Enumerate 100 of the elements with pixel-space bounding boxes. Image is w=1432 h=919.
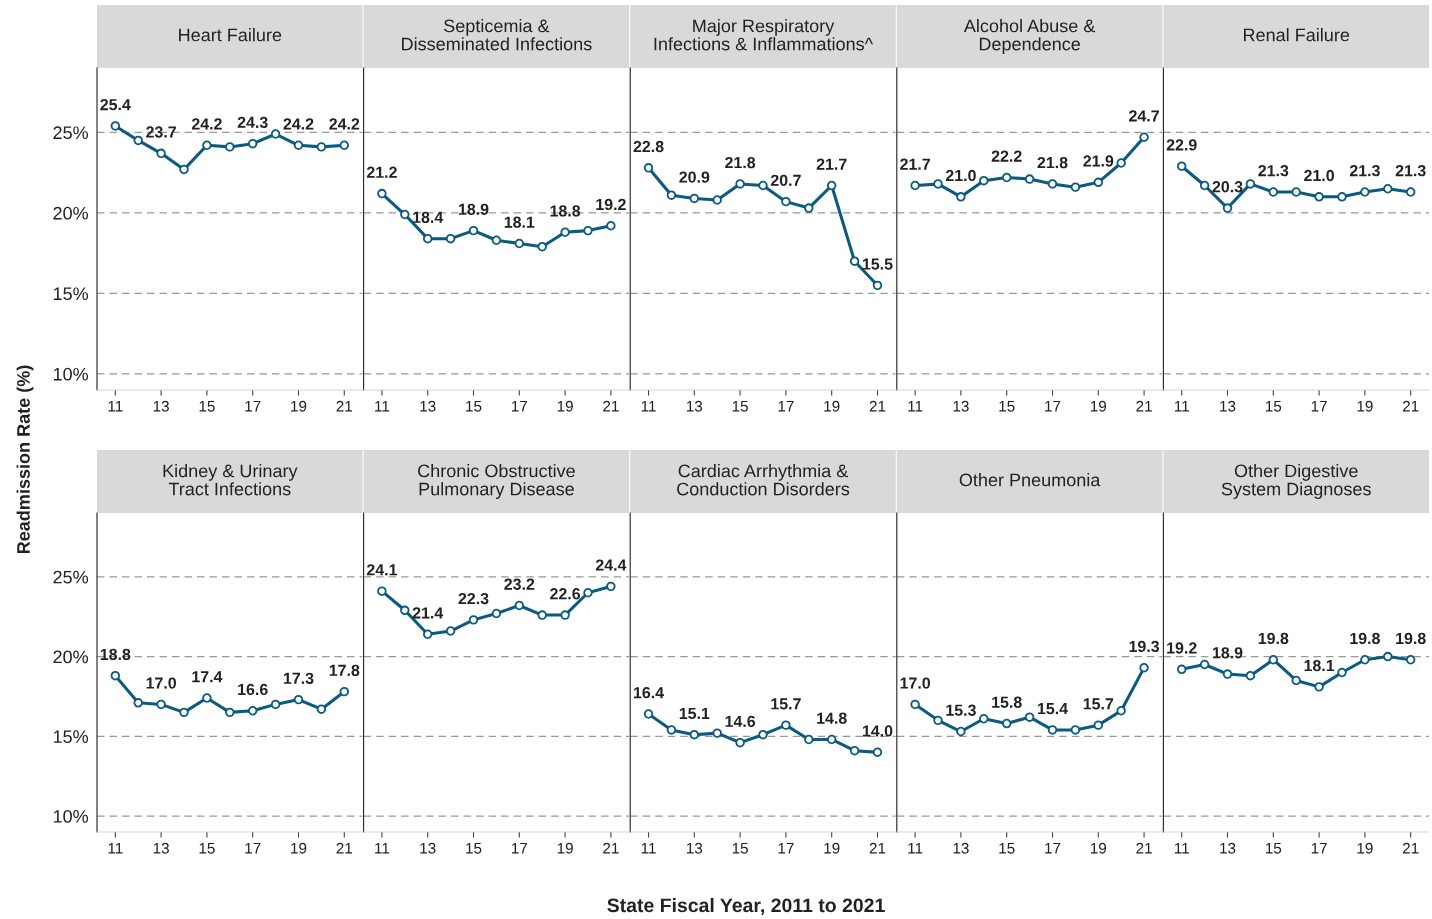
point bbox=[758, 180, 768, 191]
point bbox=[316, 142, 327, 152]
point bbox=[156, 699, 166, 710]
point bbox=[643, 709, 654, 719]
point bbox=[422, 629, 433, 639]
data-label: 14.6 bbox=[725, 715, 756, 728]
point bbox=[491, 235, 502, 245]
point bbox=[1199, 659, 1210, 670]
data-label: 15.1 bbox=[679, 707, 710, 720]
x-tick-label: 11 bbox=[108, 400, 123, 412]
x-axis-title: State Fiscal Year, 2011 to 2021 bbox=[607, 897, 885, 916]
point bbox=[560, 610, 570, 620]
x-tick-label: 21 bbox=[336, 842, 353, 854]
x-tick-label: 21 bbox=[1402, 842, 1419, 854]
point bbox=[1314, 682, 1324, 692]
chart-title: Septicemia & Disseminated Infections bbox=[402, 19, 592, 51]
data-label: 23.7 bbox=[146, 126, 176, 138]
x-tick-label: 13 bbox=[420, 400, 436, 412]
point bbox=[202, 140, 212, 151]
point bbox=[872, 747, 883, 757]
x-tick-label: 21 bbox=[603, 400, 619, 412]
x-tick-label: 11 bbox=[375, 842, 390, 854]
data-label: 21.4 bbox=[412, 607, 444, 619]
point bbox=[270, 699, 281, 710]
point bbox=[1093, 177, 1104, 188]
x-tick-label: 17 bbox=[1311, 400, 1327, 412]
data-label: 24.2 bbox=[283, 118, 314, 130]
point bbox=[293, 694, 304, 705]
point bbox=[1116, 158, 1126, 168]
point bbox=[1001, 172, 1012, 183]
point bbox=[1047, 179, 1058, 189]
point bbox=[156, 148, 166, 159]
point bbox=[537, 241, 547, 252]
point bbox=[445, 233, 456, 244]
point bbox=[666, 190, 677, 200]
x-tick-label: 15 bbox=[1265, 842, 1282, 854]
point bbox=[225, 142, 235, 152]
point bbox=[910, 699, 920, 710]
data-label: 18.8 bbox=[100, 648, 131, 661]
x-tick-label: 21 bbox=[1136, 400, 1152, 412]
point bbox=[445, 626, 456, 636]
point bbox=[979, 714, 989, 724]
x-tick-label: 21 bbox=[336, 400, 353, 412]
x-tick-label: 19 bbox=[824, 842, 840, 854]
data-label: 14.8 bbox=[817, 712, 847, 724]
point bbox=[643, 163, 654, 173]
point bbox=[1245, 179, 1256, 189]
point bbox=[1383, 184, 1393, 194]
x-tick-label: 15 bbox=[199, 842, 215, 854]
point bbox=[1222, 203, 1233, 213]
data-label: 17.0 bbox=[146, 677, 176, 689]
point bbox=[1360, 187, 1370, 197]
x-tick-label: 11 bbox=[1174, 400, 1189, 412]
data-label: 24.4 bbox=[595, 559, 627, 571]
point bbox=[339, 140, 350, 151]
point bbox=[606, 581, 616, 592]
point bbox=[583, 225, 593, 236]
point bbox=[666, 725, 677, 735]
data-label: 24.7 bbox=[1129, 110, 1159, 122]
point bbox=[1291, 187, 1301, 197]
data-label: 17.8 bbox=[329, 664, 360, 676]
data-label: 22.8 bbox=[633, 140, 664, 153]
point bbox=[1176, 161, 1187, 171]
x-tick-label: 15 bbox=[732, 842, 748, 854]
data-label: 17.0 bbox=[900, 677, 931, 689]
x-tick-label: 21 bbox=[869, 842, 886, 854]
point bbox=[1070, 182, 1081, 192]
x-tick-label: 15 bbox=[1265, 400, 1282, 412]
data-label: 14.0 bbox=[862, 725, 893, 737]
x-tick-label: 21 bbox=[869, 400, 886, 412]
data-label: 18.8 bbox=[550, 205, 581, 217]
point bbox=[316, 704, 327, 714]
x-tick-label: 15 bbox=[999, 842, 1015, 854]
chart-title: Cardiac Arrhythmia & Conduction Disorders bbox=[677, 464, 850, 496]
point bbox=[1176, 664, 1187, 675]
point bbox=[247, 138, 258, 149]
x-tick-label: 11 bbox=[375, 400, 390, 412]
point bbox=[1360, 655, 1370, 665]
x-tick-label: 11 bbox=[908, 842, 923, 854]
x-tick-label: 19 bbox=[291, 400, 307, 412]
x-tick-label: 17 bbox=[1045, 400, 1061, 412]
data-label: 19.8 bbox=[1258, 632, 1289, 645]
point bbox=[1405, 655, 1416, 665]
y-tick-label: 15% bbox=[53, 730, 89, 744]
point bbox=[606, 221, 616, 231]
x-tick-label: 19 bbox=[1357, 842, 1373, 854]
data-label: 24.3 bbox=[237, 116, 268, 129]
point bbox=[849, 256, 860, 266]
point bbox=[689, 729, 700, 740]
x-tick-label: 17 bbox=[1045, 842, 1061, 854]
x-tick-label: 13 bbox=[686, 842, 703, 854]
chart-title: Alcohol Abuse & Dependence bbox=[963, 19, 1096, 54]
x-tick-label: 13 bbox=[153, 842, 169, 854]
point bbox=[1001, 718, 1012, 729]
x-tick-label: 17 bbox=[245, 842, 261, 854]
data-label: 18.4 bbox=[413, 211, 444, 223]
point bbox=[804, 734, 814, 745]
data-label: 17.3 bbox=[283, 672, 314, 684]
point bbox=[468, 615, 479, 625]
x-tick-label: 17 bbox=[511, 400, 528, 412]
